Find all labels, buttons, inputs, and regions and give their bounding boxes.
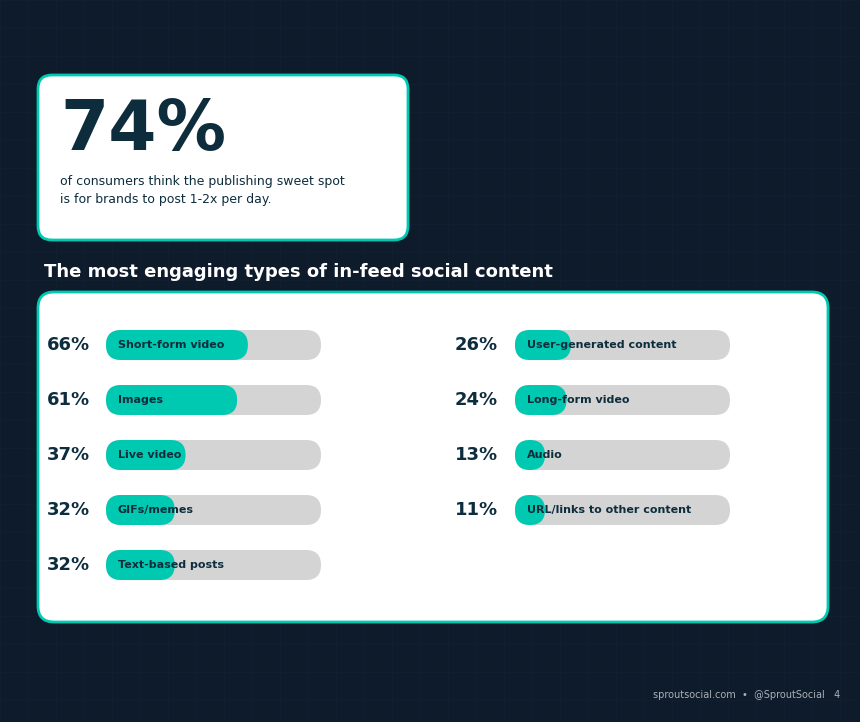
Text: Images: Images [118,395,163,405]
Text: sproutsocial.com  •  @SproutSocial   4: sproutsocial.com • @SproutSocial 4 [653,690,840,700]
Text: 32%: 32% [47,556,90,574]
Text: 24%: 24% [455,391,498,409]
Text: The most engaging types of in-feed social content: The most engaging types of in-feed socia… [44,263,553,281]
Text: 13%: 13% [455,446,498,464]
Text: GIFs/memes: GIFs/memes [118,505,194,515]
FancyBboxPatch shape [106,385,237,415]
FancyBboxPatch shape [106,550,321,580]
Text: is for brands to post 1-2x per day.: is for brands to post 1-2x per day. [60,193,272,206]
Text: URL/links to other content: URL/links to other content [527,505,691,515]
FancyBboxPatch shape [38,75,408,240]
Text: 61%: 61% [47,391,90,409]
Text: Long-form video: Long-form video [527,395,630,405]
FancyBboxPatch shape [106,385,321,415]
Text: of consumers think the publishing sweet spot: of consumers think the publishing sweet … [60,175,345,188]
Text: 66%: 66% [47,336,90,354]
FancyBboxPatch shape [515,385,567,415]
FancyBboxPatch shape [106,440,186,470]
Text: Live video: Live video [118,450,181,460]
FancyBboxPatch shape [106,495,321,525]
Text: 11%: 11% [455,501,498,519]
FancyBboxPatch shape [106,550,175,580]
FancyBboxPatch shape [515,495,730,525]
Text: Text-based posts: Text-based posts [118,560,224,570]
FancyBboxPatch shape [515,495,545,525]
Text: Audio: Audio [527,450,562,460]
FancyBboxPatch shape [515,385,730,415]
FancyBboxPatch shape [515,440,545,470]
Text: 37%: 37% [47,446,90,464]
FancyBboxPatch shape [515,330,730,360]
FancyBboxPatch shape [515,440,730,470]
FancyBboxPatch shape [106,495,175,525]
FancyBboxPatch shape [38,292,828,622]
FancyBboxPatch shape [106,330,321,360]
Text: 74%: 74% [60,97,226,164]
Text: 32%: 32% [47,501,90,519]
Text: 26%: 26% [455,336,498,354]
FancyBboxPatch shape [515,330,571,360]
Text: Short-form video: Short-form video [118,340,224,350]
FancyBboxPatch shape [106,440,321,470]
FancyBboxPatch shape [106,330,248,360]
Text: User-generated content: User-generated content [527,340,677,350]
